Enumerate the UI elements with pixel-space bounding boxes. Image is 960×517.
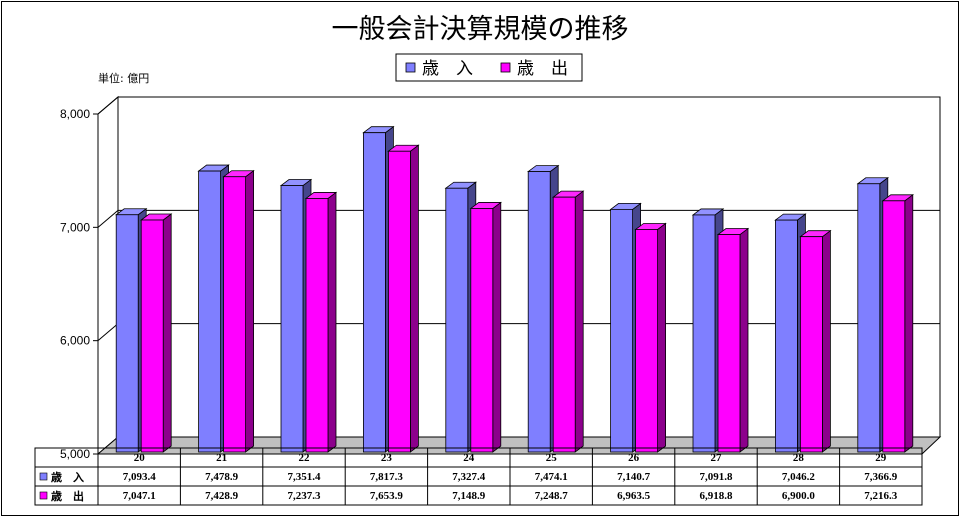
y-axis: 5,000 6,000 7,000 8,000 xyxy=(60,107,99,461)
chart-title: 一般会計決算規模の推移 xyxy=(332,14,629,45)
table-cell-expenditure: 7,148.9 xyxy=(452,490,486,502)
data-table: 20 7,093.4 7,047.1 21 7,478.9 7,428.9 22 7,351.… xyxy=(34,447,923,506)
table-cell-expenditure: 6,900.0 xyxy=(782,490,816,502)
table-cell-revenue: 7,093.4 xyxy=(123,471,157,483)
gridline-side xyxy=(97,323,119,342)
bar-expenditure-26 xyxy=(634,222,667,453)
table-cell-revenue: 7,091.8 xyxy=(700,471,734,483)
side-wall xyxy=(97,95,119,456)
table-swatch-expenditure xyxy=(39,491,48,500)
y-tick-label: 6,000 xyxy=(60,334,90,348)
bar-expenditure-29 xyxy=(881,194,914,453)
gridline-side xyxy=(97,209,119,228)
table-cell-expenditure: 7,248.7 xyxy=(535,490,569,502)
table-cell-revenue: 7,817.3 xyxy=(370,471,404,483)
y-tick-label: 5,000 xyxy=(60,447,90,461)
table-swatch-revenue xyxy=(39,472,48,481)
x-tick-label: 22 xyxy=(299,452,311,464)
table-cell-expenditure: 7,047.1 xyxy=(123,490,156,502)
bar-expenditure-23 xyxy=(387,144,420,453)
bar-expenditure-25 xyxy=(552,190,585,453)
table-row-label-expenditure: 歳 出 xyxy=(51,489,84,503)
x-tick-label: 20 xyxy=(134,452,146,464)
y-tick-label: 7,000 xyxy=(60,220,90,234)
bar-expenditure-24 xyxy=(469,201,502,453)
legend-box xyxy=(395,53,583,82)
legend: 歳 入 歳 出 xyxy=(395,53,583,82)
x-tick-label: 24 xyxy=(463,452,475,464)
x-tick-label: 25 xyxy=(546,452,558,464)
x-tick-label: 28 xyxy=(793,452,805,464)
legend-swatch-expenditure xyxy=(500,62,511,73)
table-cell-expenditure: 6,918.8 xyxy=(700,490,734,502)
table-cell-revenue: 7,140.7 xyxy=(617,471,651,483)
bar-expenditure-20 xyxy=(139,213,173,453)
bar-expenditure-27 xyxy=(716,227,750,453)
legend-label-expenditure: 歳 出 xyxy=(517,59,568,79)
table-cell-expenditure: 7,237.3 xyxy=(288,490,322,502)
table-border xyxy=(34,447,923,506)
bar-expenditure-22 xyxy=(304,191,338,453)
table-cell-expenditure: 6,963.5 xyxy=(617,490,651,502)
x-tick-label: 23 xyxy=(381,452,393,464)
unit-label: 単位: 億円 xyxy=(98,71,149,85)
bar-expenditure-21 xyxy=(222,169,255,453)
x-tick-label: 26 xyxy=(628,452,640,464)
x-tick-label: 21 xyxy=(216,452,227,464)
table-cell-expenditure: 7,216.3 xyxy=(864,490,898,502)
table-row-label-revenue: 歳 入 xyxy=(51,470,84,484)
table-cell-expenditure: 7,653.9 xyxy=(370,490,404,502)
legend-label-revenue: 歳 入 xyxy=(422,59,473,79)
table-cell-revenue: 7,046.2 xyxy=(782,471,816,483)
legend-swatch-revenue xyxy=(405,62,416,73)
table-cell-revenue: 7,327.4 xyxy=(452,471,486,483)
x-tick-label: 29 xyxy=(875,452,887,464)
x-tick-label: 27 xyxy=(711,452,723,464)
table-cell-revenue: 7,366.9 xyxy=(864,471,898,483)
table-cell-revenue: 7,478.9 xyxy=(205,471,239,483)
y-tick-label: 8,000 xyxy=(60,107,90,121)
table-cell-expenditure: 7,428.9 xyxy=(205,490,239,502)
gridline-side xyxy=(97,96,119,115)
table-cell-revenue: 7,351.4 xyxy=(288,471,322,483)
bars xyxy=(114,125,914,453)
bar-expenditure-28 xyxy=(799,229,832,453)
table-cell-revenue: 7,474.1 xyxy=(535,471,568,483)
